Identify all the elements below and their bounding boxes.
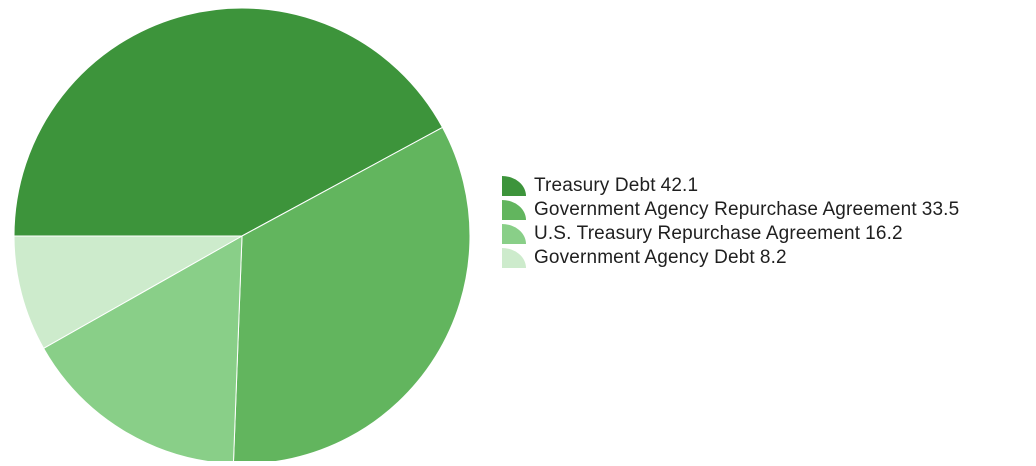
legend-swatch-shape: [502, 248, 526, 268]
pie-svg: [13, 7, 471, 465]
legend-label: Government Agency Repurchase Agreement: [534, 199, 917, 220]
legend-item[interactable]: Government Agency Debt 8.2: [502, 246, 959, 270]
legend-item[interactable]: U.S. Treasury Repurchase Agreement 16.2: [502, 222, 959, 246]
legend-label: Government Agency Debt: [534, 247, 755, 268]
pie-slice-2[interactable]: [232, 126, 471, 465]
legend-value: 42.1: [660, 175, 699, 196]
pie-slice-1[interactable]: [13, 7, 443, 237]
legend-swatch-icon: [502, 248, 526, 268]
legend-swatch-shape: [502, 200, 526, 220]
legend-swatch-icon: [502, 224, 526, 244]
legend-item[interactable]: Treasury Debt 42.1: [502, 174, 959, 198]
legend-swatch-icon: [502, 200, 526, 220]
legend-value: 8.2: [759, 247, 787, 268]
legend-swatch-icon: [502, 176, 526, 196]
legend-label: Treasury Debt: [534, 175, 656, 196]
pie-slice-4[interactable]: [13, 235, 243, 349]
legend-swatch-shape: [502, 176, 526, 196]
legend-value: 16.2: [865, 223, 903, 244]
legend-item[interactable]: Government Agency Repurchase Agreement 33…: [502, 198, 959, 222]
legend-value: 33.5: [921, 199, 960, 220]
pie-area: [0, 0, 500, 465]
legend: Treasury Debt 42.1 Government Agency Repur…: [502, 174, 959, 270]
legend-label: U.S. Treasury Repurchase Agreement: [534, 223, 861, 244]
legend-swatch-shape: [502, 224, 526, 244]
